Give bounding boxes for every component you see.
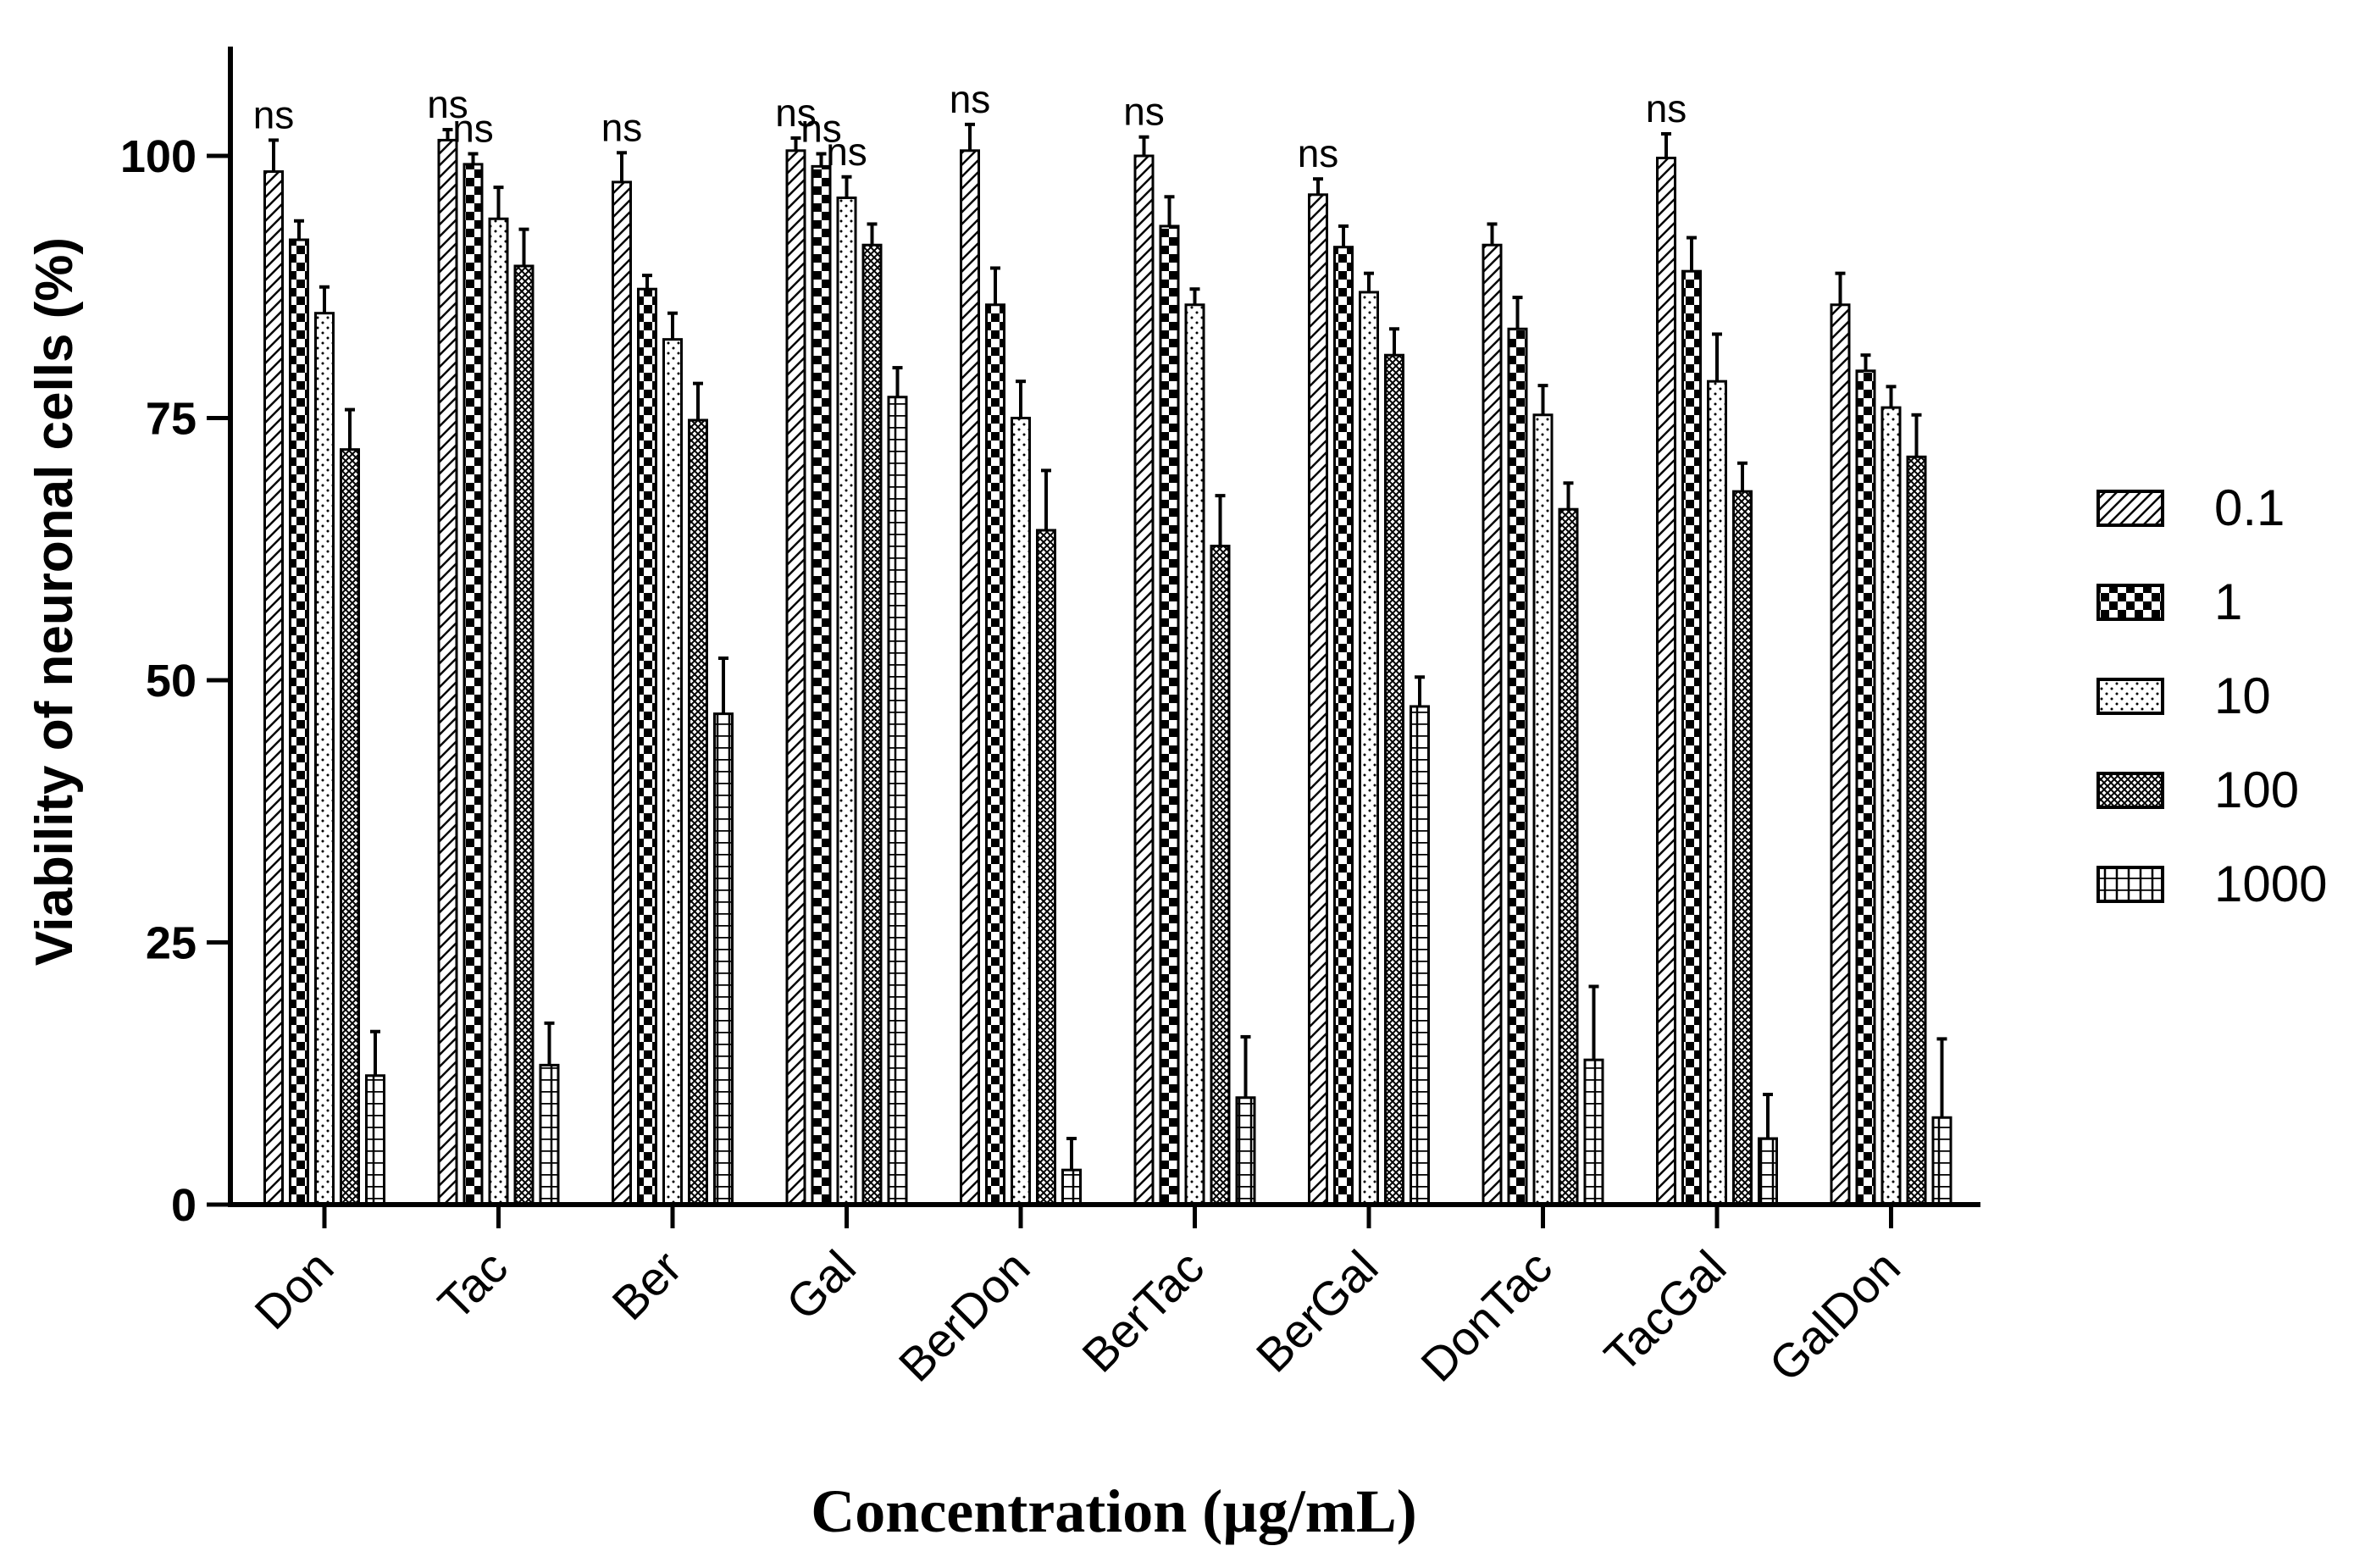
bar-BerDon-1000 [1061, 1168, 1082, 1206]
bar-BerDon-10 [1011, 417, 1031, 1206]
y-tick-label: 75 [146, 394, 197, 445]
bar-Gal-1000 [887, 396, 908, 1206]
significance-label: ns [601, 105, 643, 149]
legend-label: 1 [2214, 573, 2242, 630]
significance-label: ns [1298, 131, 1339, 175]
bar-TacGal-1 [1681, 269, 1702, 1206]
bar-BerTac-1 [1159, 224, 1180, 1206]
bar-TacGal-10 [1707, 380, 1727, 1206]
bar-Tac-0.1 [437, 138, 458, 1206]
x-tick-label: Ber [601, 1240, 691, 1330]
bar-BerTac-1000 [1235, 1096, 1256, 1206]
significance-label: ns [775, 91, 817, 135]
legend-label: 100 [2214, 762, 2299, 818]
bar-BerTac-10 [1184, 303, 1205, 1206]
bar-TacGal-1000 [1758, 1137, 1778, 1206]
bar-BerDon-100 [1036, 529, 1056, 1206]
x-tick-label: BerTac [1072, 1240, 1214, 1382]
bar-Don-0.1 [263, 170, 284, 1206]
bar-BerGal-1000 [1410, 705, 1430, 1206]
significance-label: ns [452, 107, 494, 151]
bar-Gal-10 [836, 197, 857, 1206]
bar-DonTac-1 [1507, 327, 1528, 1206]
bar-Gal-0.1 [785, 149, 806, 1206]
legend: 0.1 1 10 100 1000 [2096, 479, 2327, 912]
bar-GalDon-1 [1855, 369, 1876, 1206]
bars-group [263, 138, 1952, 1206]
bar-Tac-100 [513, 264, 534, 1206]
bar-BerDon-1 [985, 303, 1005, 1206]
x-tick-label: TacGal [1594, 1240, 1736, 1382]
bar-Don-1000 [365, 1074, 385, 1206]
significance-label: ns [253, 92, 295, 136]
x-tick-label: DonTac [1410, 1240, 1562, 1392]
bar-BerTac-100 [1210, 545, 1231, 1206]
significance-label: ns [427, 82, 468, 126]
bar-GalDon-0.1 [1830, 303, 1851, 1206]
x-tick-label: BerDon [889, 1240, 1040, 1392]
x-tick-label: GalDon [1759, 1240, 1910, 1392]
bar-BerGal-10 [1359, 291, 1379, 1206]
legend-label: 1000 [2214, 856, 2327, 912]
bar-Tac-10 [488, 217, 509, 1206]
bar-GalDon-1000 [1931, 1116, 1952, 1206]
y-tick-label: 100 [120, 131, 197, 182]
y-ticks-group: 0 25 50 75 100 [120, 131, 230, 1231]
y-tick-label: 50 [146, 656, 197, 706]
significance-label: ns [1646, 86, 1687, 130]
significance-label: ns [826, 130, 867, 174]
error-bars-group [269, 122, 1947, 1171]
bar-GalDon-100 [1906, 455, 1927, 1206]
bar-BerTac-0.1 [1133, 154, 1155, 1206]
x-tick-label: Gal [776, 1240, 866, 1330]
y-tick-label: 0 [171, 1180, 197, 1231]
x-axis-title: Concentration (µg/mL) [811, 1477, 1416, 1545]
x-tick-label: Tac [428, 1240, 518, 1330]
bar-Tac-1000 [539, 1063, 560, 1206]
bar-Tac-1 [462, 163, 484, 1206]
legend-swatch [2096, 584, 2164, 621]
bar-BerGal-100 [1384, 353, 1404, 1206]
x-tick-label: Don [244, 1240, 343, 1339]
x-ticks-group: Don Tac Ber Gal BerDon BerTac BerGal DonTac TacG… [244, 1205, 1910, 1392]
bar-Ber-0.1 [612, 180, 632, 1206]
bar-Ber-100 [688, 418, 708, 1206]
legend-label: 10 [2214, 668, 2271, 724]
x-tick-label: BerGal [1246, 1240, 1388, 1382]
bar-GalDon-10 [1880, 406, 1902, 1206]
bar-TacGal-0.1 [1656, 156, 1676, 1206]
bar-Don-1 [289, 238, 309, 1206]
bar-BerGal-1 [1333, 246, 1354, 1206]
bar-Ber-1 [637, 287, 657, 1206]
bar-BerDon-0.1 [960, 149, 980, 1206]
legend-swatch [2096, 490, 2164, 527]
bar-Don-10 [314, 312, 335, 1206]
significance-label: ns [950, 77, 991, 121]
legend-swatch [2096, 866, 2164, 903]
bar-Gal-100 [861, 243, 883, 1206]
bar-Don-100 [340, 448, 360, 1206]
significance-label: ns [1123, 90, 1165, 134]
bar-BerGal-0.1 [1308, 193, 1328, 1206]
bar-DonTac-0.1 [1482, 243, 1503, 1206]
bar-Gal-1 [811, 164, 832, 1206]
bar-Ber-10 [662, 338, 683, 1206]
significance-label: ns [800, 107, 842, 151]
bar-Ber-1000 [713, 712, 734, 1206]
y-axis-title: Viability of neuronal cells (%) [25, 237, 84, 966]
bar-TacGal-100 [1732, 490, 1753, 1206]
legend-label: 0.1 [2214, 479, 2285, 536]
legend-swatch [2096, 678, 2164, 715]
bar-DonTac-10 [1532, 413, 1554, 1206]
legend-swatch [2096, 772, 2164, 809]
bar-DonTac-1000 [1583, 1058, 1604, 1206]
bar-DonTac-100 [1558, 507, 1579, 1206]
y-tick-label: 25 [146, 918, 197, 969]
